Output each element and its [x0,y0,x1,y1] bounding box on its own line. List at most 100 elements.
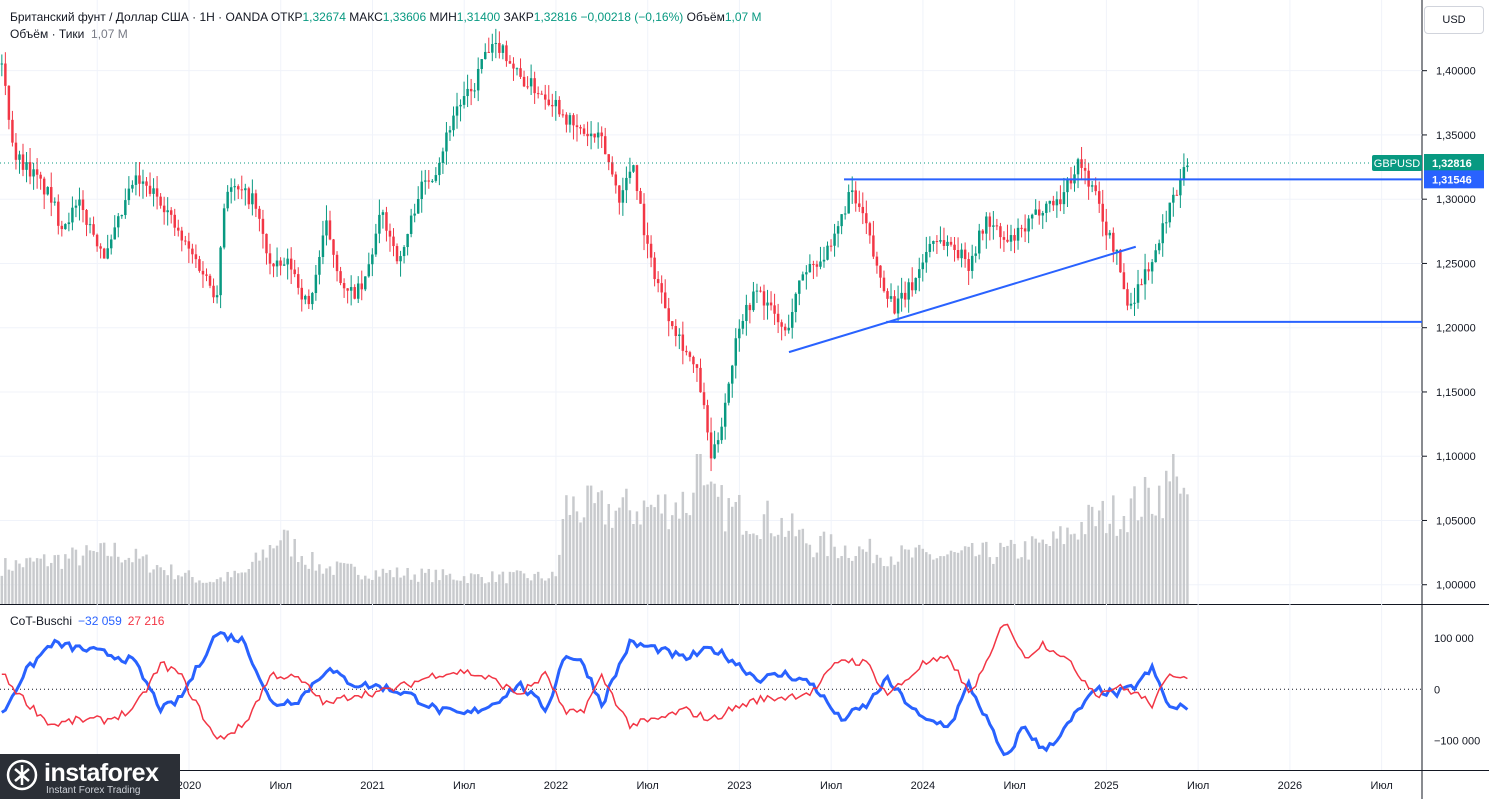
candle-body [942,240,946,246]
candle-body [282,264,286,266]
candle-body [335,254,339,272]
candle-body [896,298,900,314]
volume-bar [1023,541,1027,604]
volume-bar [85,545,88,604]
volume-bar [321,573,325,604]
volume-bar [978,554,981,604]
candle-body [773,305,776,314]
candle-body [1020,227,1023,229]
x-tick-label: 2024 [911,780,935,792]
volume-bar [0,575,4,604]
candle-body [766,302,769,306]
volume-bar [356,574,360,604]
symbol-line: Британский фунт / Доллар США · 1Н · OAND… [10,10,268,24]
y-tick-label: 1,00000 [1436,580,1476,592]
volume-bar [625,488,628,604]
volume-bar [424,572,427,604]
candle-body [963,249,967,260]
volume-bar [431,582,434,604]
y-tick-label: 1,20000 [1436,323,1476,335]
volume-bar [166,575,169,604]
candle-body [992,225,995,227]
candle-body [1094,185,1097,192]
candle-body [152,188,155,194]
candle-body [272,263,275,267]
volume-bar [681,491,685,604]
candle-body [762,291,766,306]
volume-label: Объём [686,10,725,24]
candle-body [558,99,561,115]
candle-body [554,99,558,107]
x-tick-label: Июл [1187,780,1209,792]
volume-bar [1034,538,1037,604]
volume-bar [18,563,21,604]
candle-body [1115,249,1119,252]
volume-bar [233,570,236,604]
volume-bar [858,546,861,604]
candle-body [42,178,46,195]
candle-body [632,165,635,172]
candle-body [801,274,805,281]
candle-body [596,132,600,138]
volume-bar [374,570,378,604]
candle-body [198,259,201,271]
candle-body [191,248,194,255]
volume-bar [822,531,826,604]
volume-bar [1002,546,1006,604]
candle-body [752,291,755,311]
volume-bar [438,580,441,604]
candle-body [875,256,879,266]
candle-body [1133,302,1136,304]
candle-body [392,236,395,247]
volume-bar [805,543,808,604]
x-tick-label: Июл [453,780,475,792]
volume-bar [240,572,244,604]
candle-body [318,256,321,275]
volume-bar [279,540,282,604]
candle-body [808,264,812,273]
candle-body [184,240,187,242]
currency-button[interactable]: USD [1424,6,1484,34]
candle-body [639,191,642,204]
volume-bar [392,577,395,604]
candle-body [226,191,229,209]
volume-bar [910,557,914,604]
candle-body [946,241,949,246]
volume-bar [406,567,409,604]
x-tick-label: 2025 [1094,780,1118,792]
candle-body [459,104,462,107]
volume-bar [1154,515,1157,604]
volume-bar [251,561,254,604]
volume-bar [254,552,258,604]
candle-body [748,304,752,311]
volume-bar [339,562,342,604]
candle-body [872,235,875,257]
candle-body [522,76,526,87]
candle-body [780,322,783,327]
candle-body [173,214,176,228]
candle-body [501,45,505,53]
candle-body [1161,223,1164,244]
candle-body [614,174,618,186]
volume-bar [99,543,102,604]
volume-bar [847,557,850,604]
volume-bar [1062,544,1066,604]
candle-body [508,61,512,64]
candle-body [102,248,106,259]
volume-bar [688,515,692,604]
volume-bar [614,510,618,604]
volume-bar [702,485,706,604]
candle-body [455,106,459,116]
volume-bar [596,492,600,604]
volume-bar [593,503,596,604]
candle-body [798,280,801,294]
candle-body [847,192,850,214]
volume-bar [388,570,392,604]
candle-body [328,220,332,240]
volume-bar [1122,516,1126,604]
candle-body [1186,165,1189,168]
volume-bar [201,582,205,604]
volume-bar [868,538,872,604]
candle-body [349,287,353,291]
